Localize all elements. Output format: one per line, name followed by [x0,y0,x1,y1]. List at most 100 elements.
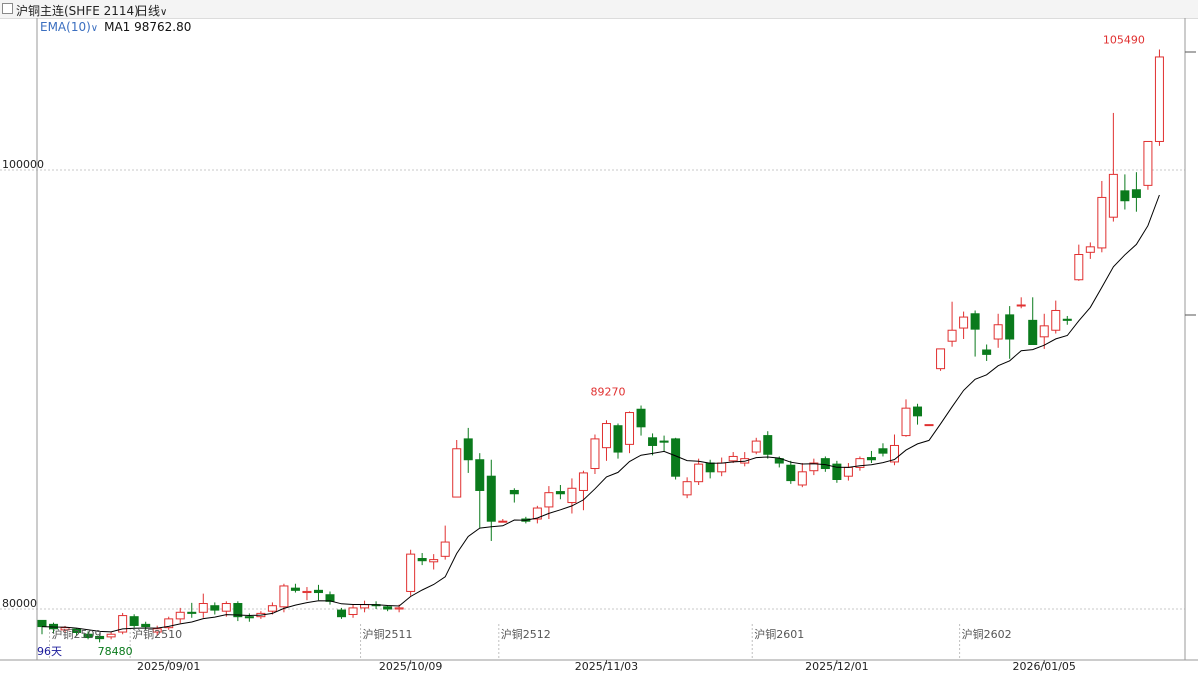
candle-body [83,633,93,639]
indicator-bar: EMA(10)∨ MA1 98762.80 [40,20,191,34]
candle-body [797,471,807,486]
candle-body [1005,314,1015,340]
candle-body [625,412,635,445]
candle-body [267,605,277,612]
candle-body [567,487,577,504]
y-tick-label: 80000 [2,597,37,610]
candle-body [820,458,830,470]
candle-body [613,425,623,453]
candle-body [221,603,231,612]
candle-body [1143,140,1153,186]
candle-body [866,457,876,461]
bars-count-label: 96天 [37,645,62,658]
period-selector[interactable]: 日线∨ [136,2,167,19]
candle-body [1120,190,1130,202]
candle-body [786,464,796,482]
candle-body [993,324,1003,340]
candle-body [1039,325,1049,338]
contract-label: 沪铜2510 [132,627,182,641]
candle-body [682,481,692,496]
candle-body [1154,56,1164,142]
grid-lines [0,169,1185,660]
candle-body [1131,189,1141,198]
candle-body [37,619,47,628]
candle-body [360,604,370,609]
candle-body [889,444,899,463]
candle-body [60,627,70,631]
candle-body [924,424,934,427]
candle-body [878,448,888,454]
candle-body [406,553,416,592]
contract-label: 沪铜2512 [501,627,551,641]
window-icon[interactable] [2,3,13,14]
candle-body [1051,309,1061,331]
candle-body [578,472,588,491]
candle-body [751,440,761,453]
x-tick-label: 2025/11/03 [575,660,638,673]
ma-line-group [41,194,1160,633]
candle-body [244,616,254,619]
chart-labels: 80000 100000 沪铜2509 沪铜2510 沪铜2511 沪铜2512 沪铜260… [2,33,1145,673]
candle-body [1028,319,1038,346]
candle-body [1062,318,1072,321]
candle-body [498,520,508,523]
candle-body [694,463,704,483]
candle-body [106,633,116,638]
chart-toolbar: 沪铜主连(SHFE 2114) 日线∨ [0,0,1198,19]
candle-body [325,594,335,602]
low-price-label: 78480 [98,645,133,658]
candle-body [982,349,992,355]
candle-body [383,606,393,610]
candle-body [717,462,727,473]
candle-body [913,406,923,417]
candle-body [659,440,669,443]
candle-body [1097,196,1107,249]
ema-label: EMA(10) [40,20,91,34]
candle-body [475,459,485,491]
candle-body [544,492,554,508]
candle-body [175,611,185,620]
ema-selector[interactable]: EMA(10)∨ [40,20,98,34]
contract-label: 沪铜2602 [962,627,1012,641]
candle-body [970,313,980,330]
candle-body [452,448,462,498]
candle-body [198,603,208,613]
candle-body [337,609,347,618]
candle-body [302,590,312,594]
candle-body [1085,246,1095,253]
candle-body [95,635,105,640]
candle-body [152,628,162,633]
candle-body [129,616,139,626]
high-price-label: 105490 [1103,33,1145,46]
candle-body [233,603,243,618]
candle-body [601,423,611,449]
candle-body [394,607,404,610]
candle-body [279,585,289,608]
contract-label: 沪铜2511 [363,627,413,641]
candle-body [532,507,542,520]
candle-body [463,438,473,461]
candles [37,49,1164,643]
x-tick-label: 2025/12/01 [805,660,868,673]
candle-body [959,316,969,329]
period-label: 日线 [136,4,161,18]
candle-body [440,541,450,557]
candle-body [901,407,911,437]
candle-body [1074,254,1084,281]
candle-body [187,611,197,614]
ema-line [41,194,1160,633]
candle-body [947,329,957,342]
contract-label: 沪铜2509 [52,627,102,641]
candle-body [555,491,565,495]
x-tick-label: 2026/01/05 [1013,660,1076,673]
contract-label: 沪铜2601 [754,627,804,641]
x-tick-label: 2025/09/01 [137,660,200,673]
candle-body [72,628,82,633]
candlestick-chart[interactable]: 80000 100000 沪铜2509 沪铜2510 沪铜2511 沪铜2512 沪铜260… [0,18,1198,678]
candle-body [1016,304,1026,307]
contract-title: 沪铜主连(SHFE 2114) [16,4,139,18]
candle-body [843,466,853,477]
candle-body [290,587,300,591]
candle-body [164,618,174,629]
candle-body [1108,173,1118,218]
